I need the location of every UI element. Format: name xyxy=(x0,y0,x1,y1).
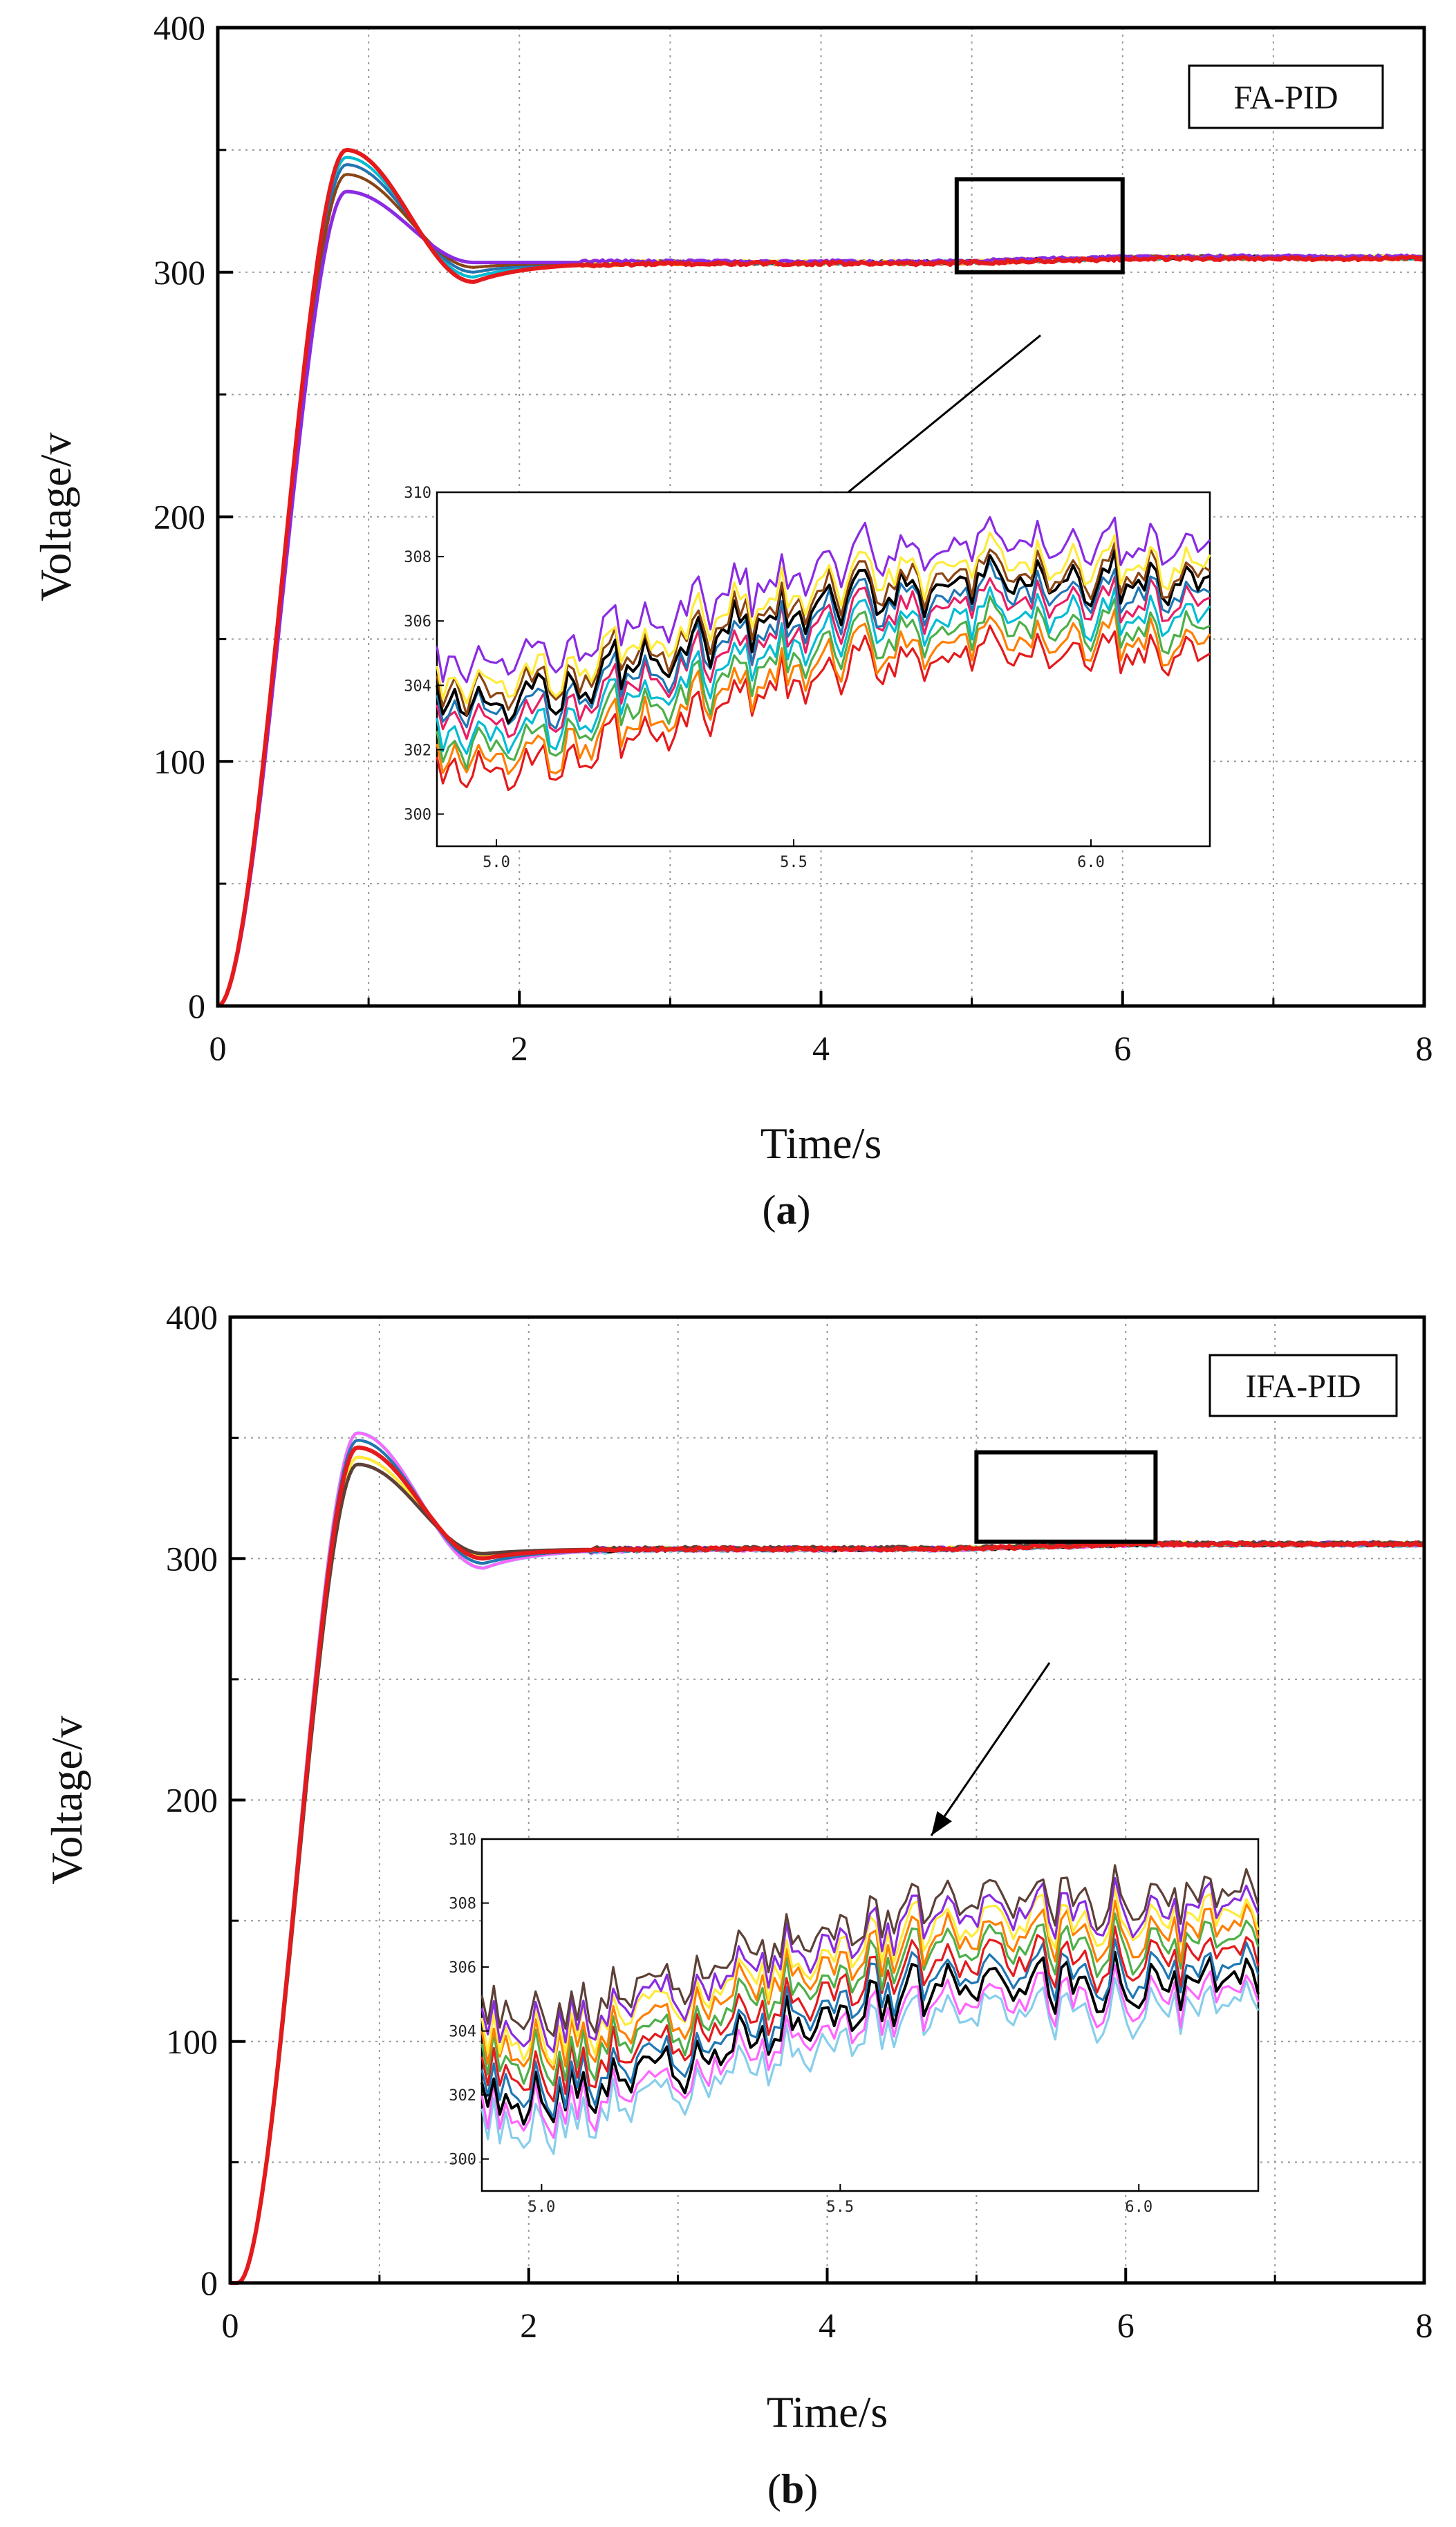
inset-x-tick-label: 5.0 xyxy=(483,854,510,871)
legend-label-b: IFA-PID xyxy=(1245,1368,1361,1405)
x-axis-title-a: Time/s xyxy=(760,1119,882,1168)
ticks-b: 0 2 4 6 8 0 100 200 300 400 xyxy=(166,1298,1433,2344)
y-tick-label: 0 xyxy=(200,2264,218,2302)
x-tick-label: 6 xyxy=(1117,2306,1135,2344)
inset-y-tick-label: 308 xyxy=(404,549,431,566)
inset-series-line xyxy=(480,1876,1260,2053)
inset-b: 5.0 5.5 6.0 300 302 304 306 308 310 xyxy=(449,1831,1260,2216)
inset-y-tick-label: 310 xyxy=(449,1831,476,1849)
inset-series-line xyxy=(436,531,1211,705)
x-tick-label: 8 xyxy=(1416,1029,1433,1067)
y-tick-label: 400 xyxy=(166,1298,218,1336)
x-tick-label: 0 xyxy=(209,1029,227,1067)
inset-series-b xyxy=(480,1864,1260,2155)
y-tick-label: 200 xyxy=(153,498,205,537)
inset-x-tick-label: 5.0 xyxy=(528,2199,556,2216)
panel-label-a: (a) xyxy=(763,1187,811,1233)
panel-b: 0 2 4 6 8 0 100 200 300 400 Time/s Voltage/v IFA-… xyxy=(42,1298,1433,2512)
zoom-arrowhead-b xyxy=(931,1811,952,1836)
inset-series-line xyxy=(436,548,1211,725)
inset-series-line xyxy=(436,575,1211,740)
inset-series-line xyxy=(436,624,1211,792)
zoom-box-a xyxy=(954,177,1125,274)
inset-series-line xyxy=(480,1964,1260,2139)
legend-box-b xyxy=(1208,1354,1398,1417)
inset-y-tick-label: 304 xyxy=(404,678,431,695)
inset-series-line xyxy=(436,516,1211,684)
x-tick-label: 4 xyxy=(819,2306,836,2344)
series-a xyxy=(216,147,1426,1008)
inset-y-tick-label: 310 xyxy=(404,485,431,502)
inset-y-tick-label: 300 xyxy=(449,2152,476,2169)
panel-label-b: (b) xyxy=(767,2466,818,2512)
inset-x-tick-label: 6.0 xyxy=(1077,854,1105,871)
legend-label-a: FA-PID xyxy=(1233,80,1338,116)
legend-box-a xyxy=(1188,64,1384,129)
legend-a: FA-PID xyxy=(1188,64,1384,129)
zoom-arrow-a xyxy=(822,334,1041,514)
inset-series-line xyxy=(480,1899,1260,2071)
inset-series-line xyxy=(436,595,1211,770)
inset-x-tick-label: 5.5 xyxy=(780,854,808,871)
series-b xyxy=(230,1431,1426,2285)
inset-y-tick-label: 308 xyxy=(449,1896,476,1913)
series-line-top xyxy=(230,1445,1426,2285)
inset-series-a xyxy=(436,516,1211,792)
inset-y-tick-label: 306 xyxy=(449,1959,476,1977)
x-tick-label: 0 xyxy=(222,2306,239,2344)
y-tick-label: 100 xyxy=(153,742,205,781)
series-line-top xyxy=(216,147,1426,1008)
y-tick-label: 300 xyxy=(153,253,205,292)
panel-a: 0 2 4 6 8 0 100 200 300 400 Time/s Voltage/v FA-P… xyxy=(31,8,1433,1233)
zoom-box-b xyxy=(974,1450,1158,1544)
x-tick-label: 2 xyxy=(511,1029,528,1067)
x-tick-label: 8 xyxy=(1416,2306,1433,2344)
y-tick-label: 400 xyxy=(153,8,205,47)
inset-series-line xyxy=(436,586,1211,755)
inset-series-line xyxy=(480,1950,1260,2126)
inset-a: 5.0 5.5 6.0 300 302 304 306 308 310 xyxy=(404,485,1211,871)
y-tick-label: 0 xyxy=(188,987,205,1025)
y-axis-title-a: Voltage/v xyxy=(31,432,80,601)
inset-y-tick-label: 302 xyxy=(449,2087,476,2105)
inset-series-line xyxy=(480,1977,1260,2155)
inset-series-line xyxy=(480,1912,1260,2087)
inset-y-tick-label: 304 xyxy=(449,2024,476,2041)
x-axis-title-b: Time/s xyxy=(767,2387,888,2436)
ticks-a: 0 2 4 6 8 0 100 200 300 400 xyxy=(153,8,1433,1067)
inset-x-tick-label: 5.5 xyxy=(826,2199,854,2216)
inset-ticks-a: 5.0 5.5 6.0 300 302 304 306 308 310 xyxy=(404,485,1105,871)
y-tick-label: 200 xyxy=(166,1781,218,1820)
legend-b: IFA-PID xyxy=(1208,1354,1398,1417)
inset-series-line xyxy=(480,1938,1260,2118)
y-axis-title-b: Voltage/v xyxy=(42,1715,91,1884)
inset-y-tick-label: 300 xyxy=(404,806,431,823)
x-tick-label: 2 xyxy=(520,2306,537,2344)
x-tick-label: 6 xyxy=(1114,1029,1131,1067)
x-tick-label: 4 xyxy=(812,1029,830,1067)
inset-ticks-b: 5.0 5.5 6.0 300 302 304 306 308 310 xyxy=(449,1831,1152,2216)
inset-series-line xyxy=(436,608,1211,775)
inset-series-line xyxy=(480,1864,1260,2038)
inset-x-tick-label: 6.0 xyxy=(1125,2199,1152,2216)
y-tick-label: 300 xyxy=(166,1539,218,1578)
y-tick-label: 100 xyxy=(166,2022,218,2061)
inset-series-line xyxy=(480,1925,1260,2102)
inset-series-line xyxy=(436,560,1211,730)
zoom-arrow-b xyxy=(930,1662,1051,1836)
inset-y-tick-label: 306 xyxy=(404,613,431,631)
inset-y-tick-label: 302 xyxy=(404,742,431,759)
